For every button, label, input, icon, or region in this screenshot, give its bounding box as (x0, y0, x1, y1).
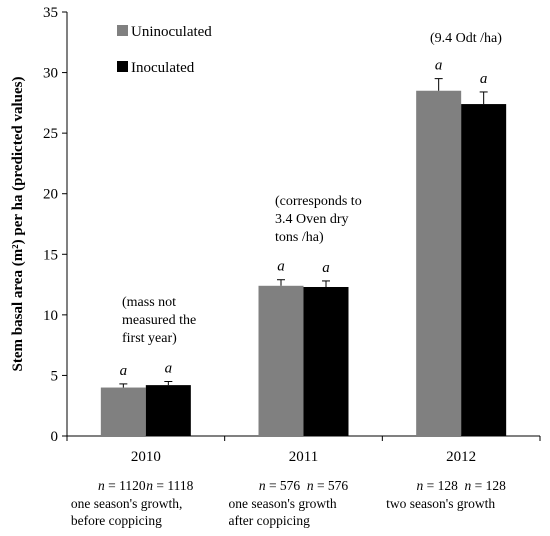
category-note: before coppicing (71, 513, 162, 528)
significance-label: a (277, 259, 285, 275)
y-tick-label: 25 (43, 126, 58, 142)
bar (145, 385, 191, 436)
bar (303, 286, 349, 436)
y-tick-label: 30 (43, 66, 58, 82)
y-tick-label: 20 (43, 187, 58, 203)
legend: Uninoculated Inoculated (117, 24, 212, 76)
category-note: one season's growth (229, 496, 337, 511)
y-tick-label: 0 (51, 429, 59, 445)
significance-label: a (165, 360, 173, 376)
bar (258, 285, 304, 436)
significance-label: a (322, 260, 330, 276)
bar (416, 90, 462, 436)
annotation: (corresponds to (275, 194, 362, 209)
bar (100, 387, 146, 436)
y-axis-label: Stem basal area (m²) per ha (predicted v… (10, 77, 26, 372)
category-note: two season's growth (386, 496, 495, 511)
annotation: 3.4 Oven dry (275, 212, 349, 227)
x-tick-label: 2012 (446, 449, 476, 465)
bars (100, 78, 507, 436)
category-note: one season's growth, (71, 496, 183, 511)
legend-label: Uninoculated (131, 24, 212, 40)
annotation: first year) (122, 331, 177, 346)
axes: 0 5 10 15 20 25 30 35 Stem basal area (m²) per h… (10, 5, 541, 445)
y-tick-label: 15 (43, 247, 58, 263)
annotation: (mass not (122, 295, 176, 310)
annotation: tons /ha) (275, 230, 324, 245)
legend-swatch (117, 61, 128, 72)
n-label: n = 576 (259, 478, 301, 493)
y-tick-label: 5 (51, 368, 59, 384)
legend-label: Inoculated (131, 60, 195, 76)
n-label: n = 128 (464, 478, 506, 493)
category-note: after coppicing (229, 513, 311, 528)
legend-swatch (117, 25, 128, 36)
x-tick-label: 2011 (289, 449, 318, 465)
x-tick-label: 2010 (131, 449, 161, 465)
n-label: n = 576 (307, 478, 349, 493)
bar (461, 104, 507, 436)
significance-label: a (480, 71, 488, 87)
significance-label: a (120, 363, 128, 379)
significance-label: a (435, 58, 443, 74)
n-label: n = 1120 (98, 478, 146, 493)
n-label: n = 128 (416, 478, 458, 493)
y-tick-label: 10 (43, 308, 58, 324)
annotation: measured the (122, 313, 196, 328)
n-label: n = 1118 (146, 478, 193, 493)
y-tick-label: 35 (43, 5, 58, 21)
annotation: (9.4 Odt /ha) (430, 31, 502, 46)
labels: a a 2010 n = 1120 n = 1118 one season's growt… (71, 31, 506, 528)
